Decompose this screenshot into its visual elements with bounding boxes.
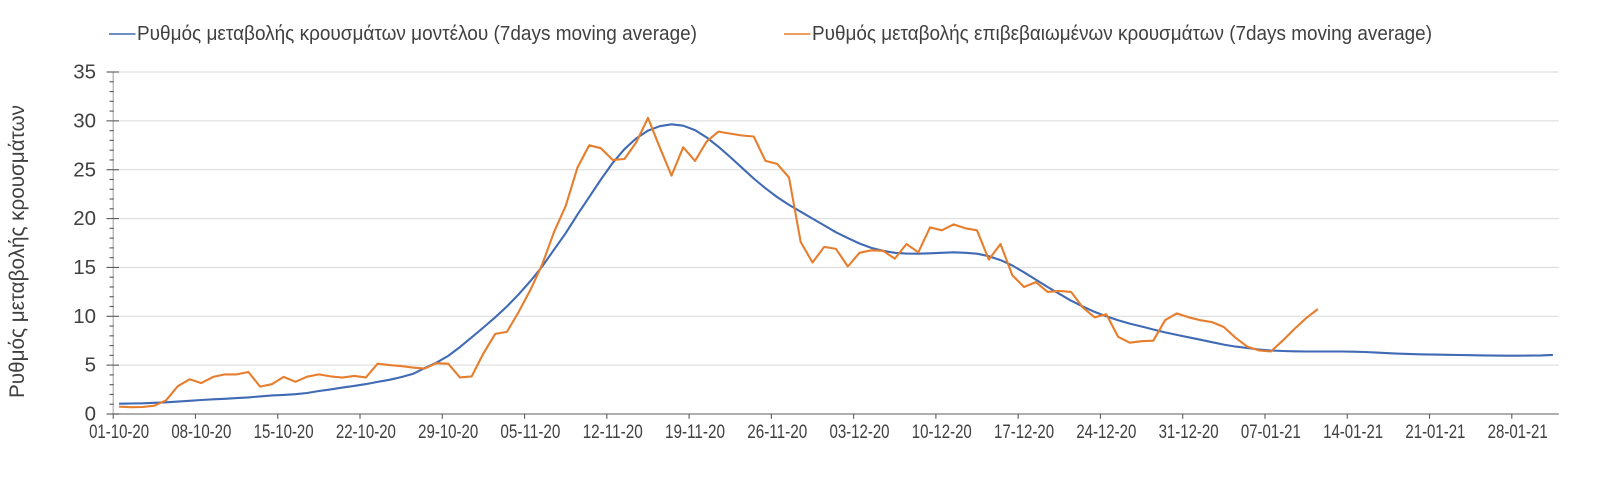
svg-text:05-11-20: 05-11-20 — [500, 422, 560, 443]
svg-text:26-11-20: 26-11-20 — [747, 422, 807, 443]
svg-text:35: 35 — [73, 61, 96, 84]
svg-text:28-01-21: 28-01-21 — [1488, 422, 1548, 443]
svg-text:0: 0 — [85, 403, 96, 426]
svg-text:07-01-21: 07-01-21 — [1241, 422, 1301, 443]
svg-text:15-10-20: 15-10-20 — [254, 422, 314, 443]
svg-text:10: 10 — [73, 305, 96, 328]
svg-text:Ρυθμός μεταβολής κρουσμάτων: Ρυθμός μεταβολής κρουσμάτων — [6, 105, 29, 398]
svg-text:10-12-20: 10-12-20 — [912, 422, 972, 443]
svg-text:17-12-20: 17-12-20 — [994, 422, 1054, 443]
svg-text:Ρυθμός μεταβολής επιβεβαιωμένω: Ρυθμός μεταβολής επιβεβαιωμένων κρουσμάτ… — [812, 23, 1432, 45]
svg-text:01-10-20: 01-10-20 — [89, 422, 149, 443]
svg-text:12-11-20: 12-11-20 — [583, 422, 643, 443]
svg-text:03-12-20: 03-12-20 — [830, 422, 890, 443]
svg-text:15: 15 — [73, 256, 96, 279]
svg-text:22-10-20: 22-10-20 — [336, 422, 396, 443]
svg-text:Ρυθμός μεταβολής κρουσμάτων μο: Ρυθμός μεταβολής κρουσμάτων μοντέλου (7d… — [137, 23, 697, 45]
svg-text:21-01-21: 21-01-21 — [1405, 422, 1465, 443]
svg-text:08-10-20: 08-10-20 — [171, 422, 231, 443]
svg-text:31-12-20: 31-12-20 — [1159, 422, 1219, 443]
svg-text:14-01-21: 14-01-21 — [1323, 422, 1383, 443]
svg-text:24-12-20: 24-12-20 — [1076, 422, 1136, 443]
svg-text:29-10-20: 29-10-20 — [418, 422, 478, 443]
svg-text:5: 5 — [85, 354, 96, 377]
svg-text:19-11-20: 19-11-20 — [665, 422, 725, 443]
svg-text:20: 20 — [73, 207, 96, 230]
svg-text:25: 25 — [73, 158, 96, 181]
svg-text:30: 30 — [73, 109, 96, 132]
